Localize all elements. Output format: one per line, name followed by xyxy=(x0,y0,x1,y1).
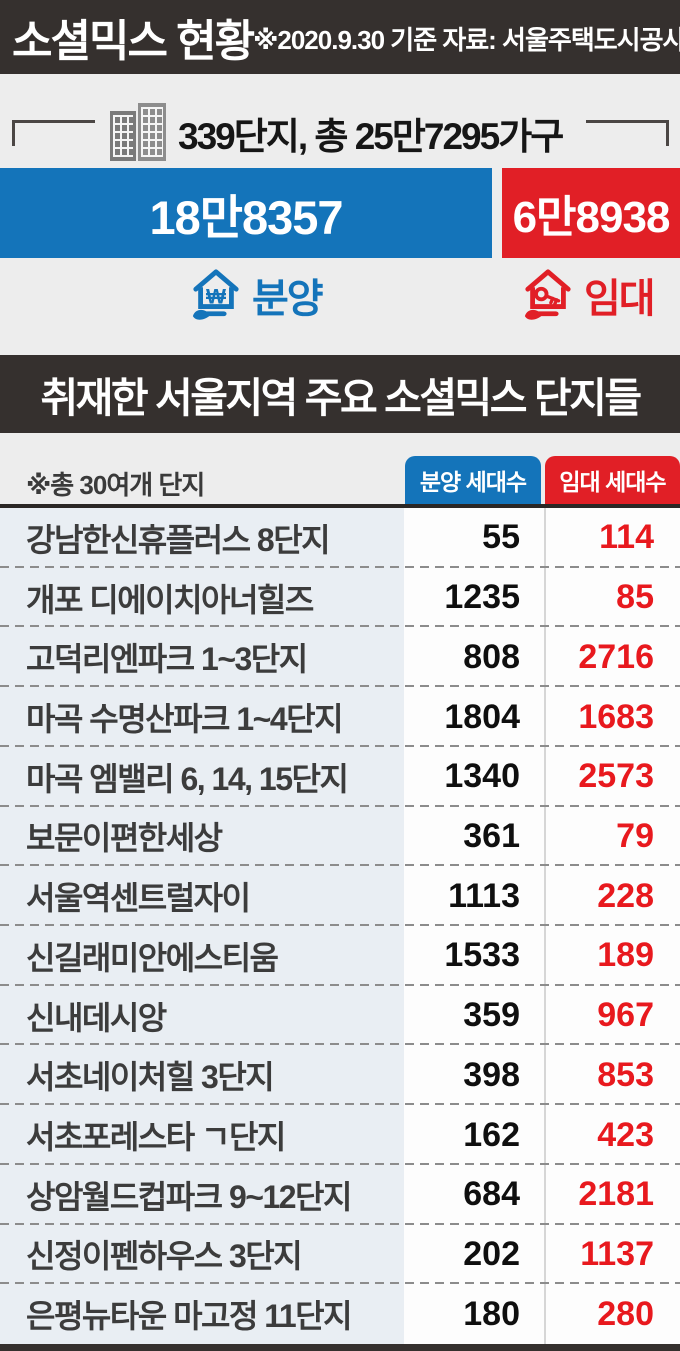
rent-count-cell: 228 xyxy=(546,866,680,927)
rent-count-cell: 2181 xyxy=(546,1164,680,1225)
table-row: 상암월드컵파크 9~12단지 684 2181 xyxy=(0,1164,680,1225)
complex-name-cell: 은평뉴타운 마고정 11단지 xyxy=(0,1284,404,1345)
table-row: 개포 디에이치아너힐즈 1235 85 xyxy=(0,567,680,628)
complex-name-cell: 개포 디에이치아너힐즈 xyxy=(0,567,404,628)
bunyang-legend: ₩ 분양 xyxy=(190,266,324,324)
complex-name-cell: 신길래미안에스티움 xyxy=(0,926,404,986)
table-row: 마곡 엠밸리 6, 14, 15단지 1340 2573 xyxy=(0,746,680,807)
complex-name-cell: 고덕리엔파크 1~3단지 xyxy=(0,627,404,688)
bottom-border xyxy=(0,1344,680,1351)
left-bracket xyxy=(12,120,95,146)
column-divider xyxy=(544,926,546,986)
column-divider xyxy=(544,985,546,1046)
table-row: 신내데시앙 359 967 xyxy=(0,985,680,1046)
column-header-buy: 분양 세대수 xyxy=(405,456,541,504)
table-header-divider xyxy=(0,504,680,508)
column-divider xyxy=(544,1045,546,1106)
table-row: 신길래미안에스티움 1533 189 xyxy=(0,926,680,986)
complex-name-cell: 마곡 수명산파크 1~4단지 xyxy=(0,687,404,747)
complex-name-cell: 서초포레스타 ㄱ단지 xyxy=(0,1105,404,1165)
table-row: 서울역센트럴자이 1113 228 xyxy=(0,866,680,927)
imdae-legend-label: 임대 xyxy=(584,277,656,321)
table-row: 고덕리엔파크 1~3단지 808 2716 xyxy=(0,627,680,688)
complex-table: 강남한신휴플러스 8단지 55 114 개포 디에이치아너힐즈 1235 85 … xyxy=(0,508,680,1345)
table-row: 보문이편한세상 361 79 xyxy=(0,806,680,867)
complex-name-cell: 신내데시앙 xyxy=(0,985,404,1046)
column-divider xyxy=(544,508,546,568)
buy-count-cell: 1235 xyxy=(404,567,544,628)
house-won-icon: ₩ xyxy=(192,269,239,320)
table-row: 강남한신휴플러스 8단지 55 114 xyxy=(0,508,680,568)
section-title-bar: 취재한 서울지역 주요 소셜믹스 단지들 xyxy=(0,355,680,433)
buy-count-cell: 684 xyxy=(404,1164,544,1225)
rent-count-cell: 423 xyxy=(546,1105,680,1165)
buy-count-cell: 180 xyxy=(404,1284,544,1345)
column-divider xyxy=(544,1164,546,1225)
source-note: ※2020.9.30 기준 자료: 서울주택도시공사 xyxy=(253,25,680,55)
column-divider xyxy=(544,866,546,927)
rent-count-cell: 1137 xyxy=(546,1224,680,1285)
rent-count-cell: 2573 xyxy=(546,746,680,807)
column-header-rent: 임대 세대수 xyxy=(545,456,680,504)
bunyang-legend-label: 분양 xyxy=(252,277,324,321)
buy-count-cell: 55 xyxy=(404,508,544,568)
summary-headline: 339단지, 총 25만7295가구 xyxy=(178,116,564,157)
rent-count-cell: 2716 xyxy=(546,627,680,688)
svg-text:₩: ₩ xyxy=(206,286,226,309)
complex-name-cell: 보문이편한세상 xyxy=(0,806,404,867)
complex-name-cell: 강남한신휴플러스 8단지 xyxy=(0,508,404,568)
column-divider xyxy=(544,746,546,807)
complex-name-cell: 서울역센트럴자이 xyxy=(0,866,404,927)
bunyang-bar-value: 18만8357 xyxy=(149,190,343,244)
column-divider xyxy=(544,1224,546,1285)
building-icon xyxy=(110,101,168,161)
buy-count-cell: 202 xyxy=(404,1224,544,1285)
table-row: 마곡 수명산파크 1~4단지 1804 1683 xyxy=(0,687,680,747)
column-divider xyxy=(544,567,546,628)
complex-name-cell: 서초네이처힐 3단지 xyxy=(0,1045,404,1106)
rent-count-cell: 1683 xyxy=(546,687,680,747)
buy-count-cell: 162 xyxy=(404,1105,544,1165)
column-divider xyxy=(544,1105,546,1165)
rent-count-cell: 114 xyxy=(546,508,680,568)
table-row: 신정이펜하우스 3단지 202 1137 xyxy=(0,1224,680,1285)
table-row: 서초포레스타 ㄱ단지 162 423 xyxy=(0,1105,680,1165)
right-bracket xyxy=(586,120,669,146)
buy-count-cell: 359 xyxy=(404,985,544,1046)
bunyang-bar: 18만8357 xyxy=(0,168,492,258)
column-divider xyxy=(544,627,546,688)
table-row: 은평뉴타운 마고정 11단지 180 280 xyxy=(0,1284,680,1345)
header-bar: 소셜믹스 현황 ※2020.9.30 기준 자료: 서울주택도시공사 xyxy=(0,0,680,74)
imdae-bar-value: 6만8938 xyxy=(512,193,671,242)
building-tower-back xyxy=(110,111,136,161)
buy-count-cell: 1340 xyxy=(404,746,544,807)
buy-count-cell: 398 xyxy=(404,1045,544,1106)
rent-count-cell: 189 xyxy=(546,926,680,986)
imdae-legend: 임대 xyxy=(522,266,656,324)
rent-count-cell: 853 xyxy=(546,1045,680,1106)
buy-count-cell: 1113 xyxy=(404,866,544,927)
building-tower-front xyxy=(138,103,166,161)
house-key-icon xyxy=(524,269,571,320)
imdae-bar: 6만8938 xyxy=(502,168,680,258)
buy-count-cell: 1804 xyxy=(404,687,544,747)
buy-count-cell: 361 xyxy=(404,806,544,867)
section-title: 취재한 서울지역 주요 소셜믹스 단지들 xyxy=(40,375,642,421)
page-title: 소셜믹스 현황 xyxy=(12,17,255,66)
complex-name-cell: 마곡 엠밸리 6, 14, 15단지 xyxy=(0,746,404,807)
rent-count-cell: 79 xyxy=(546,806,680,867)
table-note: ※총 30여개 단지 xyxy=(26,470,205,500)
column-divider xyxy=(544,1284,546,1345)
table-row: 서초네이처힐 3단지 398 853 xyxy=(0,1045,680,1106)
buy-count-cell: 1533 xyxy=(404,926,544,986)
column-divider xyxy=(544,806,546,867)
column-divider xyxy=(544,687,546,747)
buy-count-cell: 808 xyxy=(404,627,544,688)
rent-count-cell: 85 xyxy=(546,567,680,628)
complex-name-cell: 상암월드컵파크 9~12단지 xyxy=(0,1164,404,1225)
rent-count-cell: 967 xyxy=(546,985,680,1046)
rent-count-cell: 280 xyxy=(546,1284,680,1345)
complex-name-cell: 신정이펜하우스 3단지 xyxy=(0,1224,404,1285)
